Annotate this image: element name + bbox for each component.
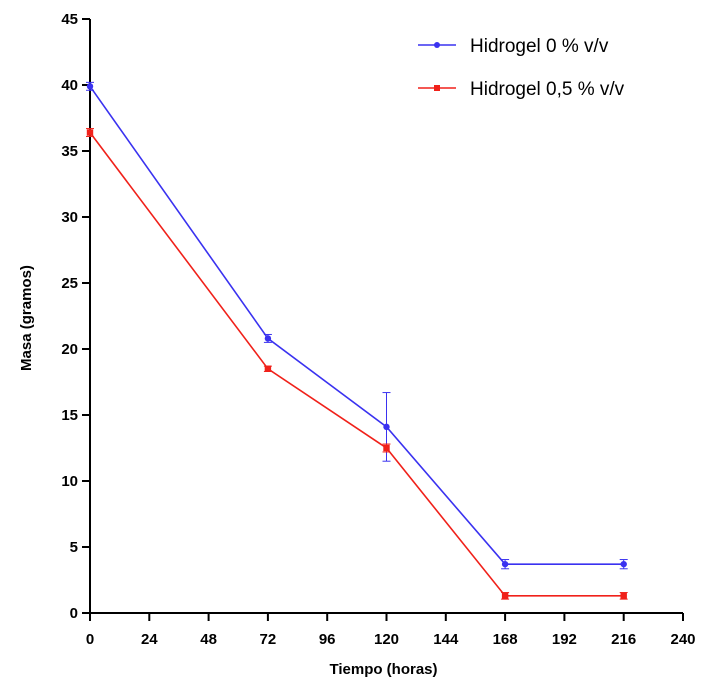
x-tick-label: 24 [141, 631, 158, 648]
y-tick-label: 10 [61, 473, 78, 490]
x-tick-label: 216 [611, 631, 636, 648]
x-tick-label: 120 [374, 631, 399, 648]
legend-swatch-marker [434, 85, 440, 91]
data-point [264, 365, 272, 372]
legend-label: Hidrogel 0,5 % v/v [470, 79, 625, 100]
series-2 [86, 128, 628, 600]
series-line [89, 85, 624, 565]
legend-swatch-marker [434, 42, 440, 48]
y-tick-label: 15 [61, 407, 78, 424]
y-tick-label: 25 [61, 275, 78, 292]
data-point [86, 83, 94, 90]
y-ticks: 0 5 10 15 20 25 30 35 40 45 [61, 11, 90, 622]
data-point [620, 560, 627, 568]
data-point [383, 444, 390, 452]
y-tick-label: 45 [61, 11, 78, 28]
series-layer [86, 81, 628, 600]
y-tick-label: 35 [61, 143, 78, 160]
x-tick-label: 96 [319, 631, 336, 648]
x-tick-label: 192 [552, 631, 577, 648]
x-tick-label: 0 [86, 631, 94, 648]
legend-item-hidrogel-0-5: Hidrogel 0,5 % v/v [418, 79, 625, 100]
y-tick-label: 5 [70, 539, 78, 556]
data-point [501, 592, 509, 600]
legend-label: Hidrogel 0 % v/v [470, 36, 609, 57]
y-tick-label: 20 [61, 341, 78, 358]
y-tick-label: 30 [61, 209, 78, 226]
series-1 [86, 81, 628, 570]
x-tick-label: 168 [493, 631, 518, 648]
axes [89, 19, 683, 614]
y-tick-label: 0 [70, 605, 78, 622]
x-tick-label: 144 [433, 631, 459, 648]
legend-item-hidrogel-0: Hidrogel 0 % v/v [418, 36, 609, 57]
y-tick-label: 40 [61, 77, 78, 94]
data-point [383, 423, 390, 431]
x-ticks: 0 24 48 72 96 120 144 168 192 216 240 [86, 613, 696, 648]
x-axis-title: Tiempo (horas) [329, 661, 437, 678]
x-tick-label: 240 [670, 631, 695, 648]
series-line [89, 132, 624, 597]
x-tick-label: 48 [200, 631, 217, 648]
y-axis-title: Masa (gramos) [18, 265, 35, 371]
legend: Hidrogel 0 % v/v Hidrogel 0,5 % v/v [418, 36, 625, 100]
data-point [620, 592, 627, 600]
data-point [86, 129, 94, 136]
data-point [501, 560, 509, 568]
x-tick-label: 72 [260, 631, 277, 648]
data-point [264, 335, 272, 342]
